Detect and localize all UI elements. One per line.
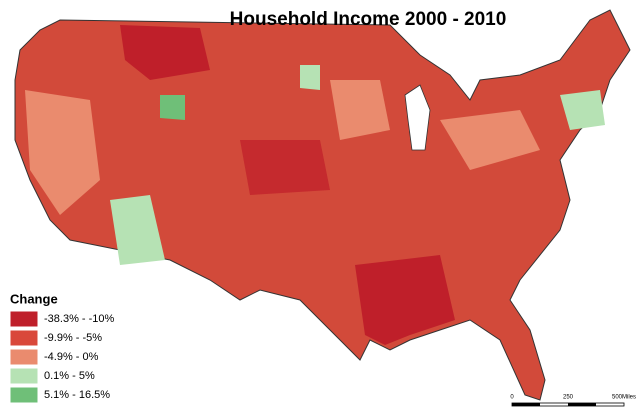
legend-swatch [9, 310, 39, 328]
legend-swatch [9, 386, 39, 404]
land [14, 9, 631, 401]
region-light [330, 80, 390, 140]
region-light [440, 110, 540, 170]
scale-bar-segment [568, 403, 596, 406]
scale-bar: 0 250 500Miles [510, 395, 636, 407]
legend: -38.3% - -10% -9.9% - -5% -4.9% - 0% 0.1% -… [9, 310, 115, 404]
region-green [300, 65, 320, 90]
legend-swatch [9, 367, 39, 385]
region-dark [240, 140, 330, 195]
region-green [560, 90, 605, 130]
scale-label: 250 [563, 395, 574, 401]
scale-label: 500Miles [612, 395, 636, 401]
legend-label: -4.9% - 0% [44, 351, 99, 363]
us-map [14, 9, 631, 401]
legend-label: -38.3% - -10% [44, 313, 115, 325]
legend-swatch [9, 348, 39, 366]
region-green [160, 95, 185, 120]
scale-label: 0 [510, 395, 514, 401]
legend-label: 5.1% - 16.5% [44, 389, 110, 401]
lake [404, 84, 431, 151]
region-dark [355, 255, 455, 345]
region-light [25, 90, 100, 215]
legend-swatch [9, 329, 39, 347]
legend-title: Change [10, 291, 58, 306]
region-dark [120, 25, 210, 80]
legend-label: -9.9% - -5% [44, 332, 102, 344]
scale-bar-segment [512, 403, 540, 406]
region-green [110, 195, 165, 265]
map-title: Household Income 2000 - 2010 [230, 9, 507, 30]
legend-label: 0.1% - 5% [44, 370, 95, 382]
